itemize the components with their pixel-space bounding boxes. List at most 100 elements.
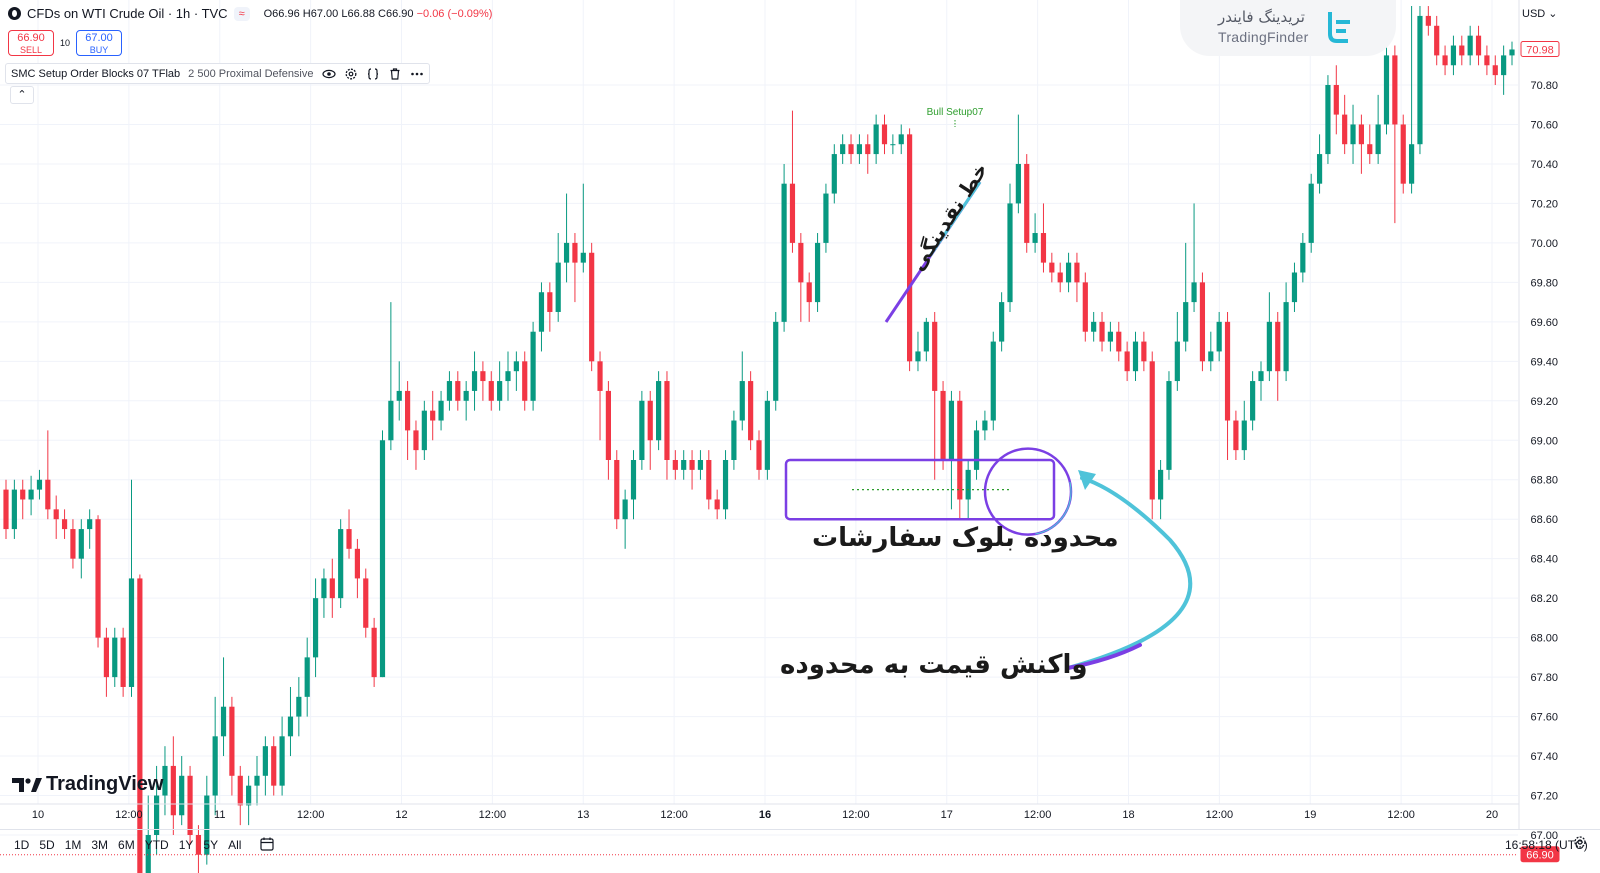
candle-body: [61, 519, 68, 530]
candle: [1241, 400, 1247, 460]
range-button-3m[interactable]: 3M: [91, 838, 109, 852]
candle: [999, 292, 1005, 352]
symbol-title[interactable]: CFDs on WTI Crude Oil · 1h · TVC: [27, 6, 228, 21]
brand-watermark: تریدینگ فایندر TradingFinder: [1180, 0, 1396, 56]
candle-body: [1283, 302, 1289, 372]
indicator-legend[interactable]: SMC Setup Order Blocks 07 TFlab 2 500 Pr…: [5, 63, 430, 84]
candle-body: [354, 548, 360, 579]
candle: [948, 390, 955, 510]
candle: [53, 495, 59, 539]
candle-body: [1174, 341, 1180, 382]
range-button-5y[interactable]: 5Y: [203, 838, 219, 852]
range-button-5d[interactable]: 5D: [39, 838, 55, 852]
candle-body: [1124, 351, 1130, 372]
bull-setup-label: Bull Setup07: [927, 107, 984, 118]
chart-settings-icon[interactable]: [1573, 835, 1587, 852]
candle-body: [898, 134, 904, 145]
candle-body: [530, 331, 536, 401]
ohlc-open: O66.96: [263, 7, 300, 20]
candle: [856, 134, 862, 164]
candle-body: [714, 499, 720, 510]
more-icon[interactable]: [410, 67, 424, 81]
range-button-1m[interactable]: 1M: [64, 838, 82, 852]
order-quantity[interactable]: 10: [60, 38, 71, 48]
candle-body: [681, 460, 687, 470]
candle: [1007, 183, 1013, 312]
candle-body: [11, 489, 17, 530]
sell-button[interactable]: 66.90 SELL: [8, 30, 54, 56]
price-tick-label: 68.20: [1530, 593, 1558, 605]
source-code-icon[interactable]: [366, 67, 380, 81]
candle: [1333, 65, 1339, 135]
indicator-params: 2 500 Proximal Defensive: [188, 67, 314, 80]
candle: [1049, 252, 1055, 283]
market-status-pill[interactable]: ≈: [233, 6, 250, 21]
candle-body: [865, 144, 871, 155]
candle: [639, 390, 645, 470]
collapse-legend-button[interactable]: ⌃: [10, 86, 34, 104]
order-block-zone-label: محدوده بلوک سفارشات: [812, 523, 1119, 553]
candle: [1183, 242, 1189, 352]
candle: [154, 765, 160, 855]
candle-body: [488, 381, 494, 401]
candle-body: [789, 183, 796, 243]
candle: [706, 450, 712, 510]
candle: [45, 430, 51, 520]
candle-body: [220, 706, 227, 737]
candle-body: [70, 529, 76, 559]
tradingview-watermark: TradingView: [12, 773, 163, 796]
range-button-6m[interactable]: 6M: [118, 838, 135, 852]
buy-button[interactable]: 67.00 BUY: [76, 30, 123, 56]
candle: [781, 163, 787, 332]
candle-body: [1032, 233, 1038, 243]
candle-body: [538, 292, 545, 332]
candle-body: [1425, 15, 1431, 26]
eye-icon[interactable]: [321, 67, 336, 81]
candle: [1459, 35, 1465, 66]
utc-clock[interactable]: 16:58:18 (UTC): [1505, 838, 1588, 852]
candle-body: [580, 252, 586, 263]
candle: [1141, 331, 1147, 372]
candle-body: [672, 460, 678, 470]
candle-body: [915, 351, 921, 362]
candle-body: [1333, 85, 1339, 115]
candle-body: [513, 361, 519, 372]
candle: [1057, 262, 1063, 293]
candle: [405, 381, 411, 460]
currency-selector[interactable]: USD ⌄: [1522, 7, 1558, 20]
trash-icon[interactable]: [388, 67, 402, 81]
candle: [1107, 321, 1113, 352]
time-axis[interactable]: 10 12:00 11 12:00 12 12:00 13 12:00 16 12:00 17 12:…: [0, 803, 1519, 821]
candle-body: [471, 371, 478, 391]
candle-body: [873, 124, 879, 155]
ohlc-readout: O66.96 H67.00 L66.88 C66.90 −0.06 (−0.09…: [264, 8, 493, 20]
range-button-1y[interactable]: 1Y: [178, 838, 194, 852]
indicator-name[interactable]: SMC Setup Order Blocks 07 TFlab: [11, 67, 181, 80]
candle: [1400, 114, 1406, 194]
candle: [840, 134, 846, 164]
tradingfinder-logo-icon: [1328, 12, 1350, 43]
candle: [1174, 311, 1180, 391]
range-button-ytd[interactable]: YTD: [144, 838, 169, 852]
range-button-all[interactable]: All: [228, 838, 242, 852]
settings-icon[interactable]: [344, 67, 358, 81]
candle: [1258, 361, 1264, 401]
candle-body: [187, 775, 193, 835]
candle: [1191, 203, 1197, 312]
candle-body: [413, 430, 419, 451]
candle-body: [1383, 55, 1390, 125]
time-tick-label: 12:00: [1387, 809, 1415, 821]
candle: [421, 400, 427, 460]
candle-body: [1475, 35, 1482, 56]
candle-body: [630, 460, 637, 500]
bottom-toolbar: 1D 5D 1M 3M 6M YTD 1Y 5Y All: [0, 829, 1600, 860]
candle: [455, 371, 461, 411]
candle-body: [287, 716, 294, 737]
candle: [1308, 173, 1314, 253]
range-button-1d[interactable]: 1D: [14, 838, 30, 852]
price-axis[interactable]: 70.80 70.60 70.40 70.20 70.00 69.80 69.60 69.40…: [1518, 0, 1560, 863]
candle: [396, 361, 402, 421]
candle-body: [463, 390, 469, 401]
calendar-goto-icon[interactable]: [259, 836, 275, 855]
